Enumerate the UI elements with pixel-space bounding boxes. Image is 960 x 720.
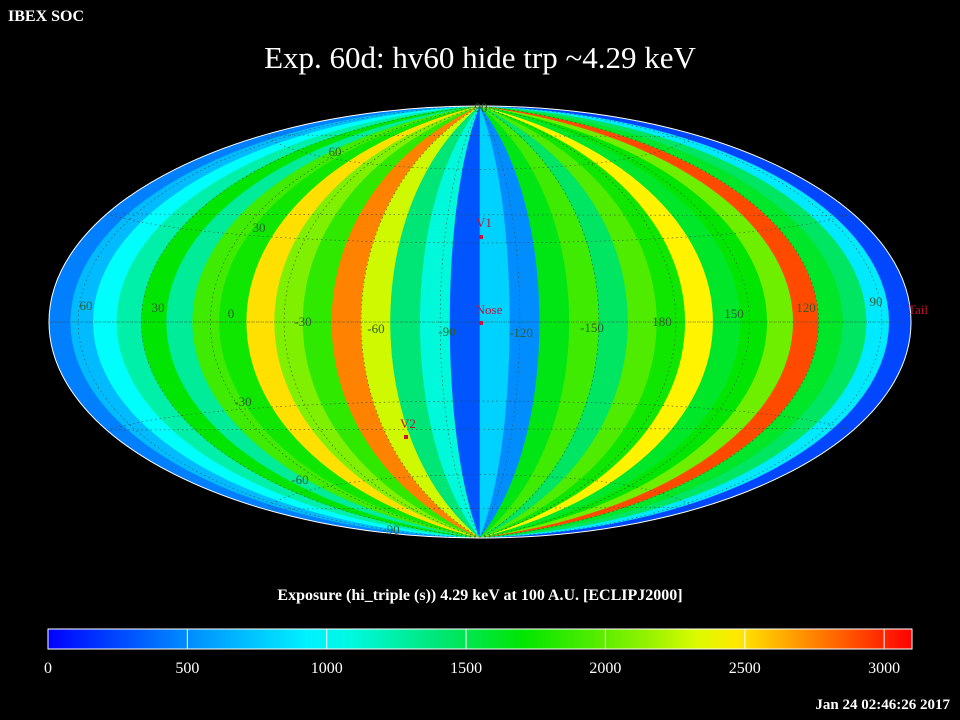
graticule [49,106,904,538]
lon-label: -60 [367,321,384,336]
lat-label: -60 [291,472,308,487]
sky-map: 60 30 0 -30 -60 -90 -120 -150 180 150 120 90 90 60 30 -… [48,100,928,539]
lon-label: 150 [724,306,744,321]
marker-v1 [479,235,483,239]
colorbar-tick-label: 2500 [728,660,761,677]
lat-label: -30 [234,394,251,409]
lon-label: 0 [228,306,235,321]
lat-label: 60 [329,144,342,159]
colorbar-tick-label: 1500 [450,660,483,677]
lat-label: 30 [253,220,266,235]
lon-label: 60 [80,298,93,313]
lon-label: 180 [652,314,672,329]
marker-label-tail: Tail [908,302,928,317]
lon-label: 90 [870,294,883,309]
colorbar-tick-label: 0 [44,660,52,677]
colorbar-title: Exposure (hi_triple (s)) 4.29 keV at 100… [277,587,683,604]
colorbar-tick-label: 1000 [310,660,343,677]
timestamp: Jan 24 02:46:26 2017 [815,697,950,713]
lon-label: -150 [580,320,604,335]
marker-label-v2: V2 [400,416,416,431]
marker-v2 [404,435,408,439]
lon-label: -120 [509,325,533,340]
lon-label: 120 [796,300,816,315]
lon-label: -90 [438,324,455,339]
map-title: Exp. 60d: hv60 hide trp ~4.29 keV [264,40,696,75]
lon-label: -30 [294,314,311,329]
organization-label: IBEX SOC [8,8,85,25]
marker-label-v1: V1 [476,215,492,230]
lat-label: 90 [475,100,488,115]
marker-label-nose: Nose [476,302,503,317]
lon-label: 30 [152,300,165,315]
colorbar-tick-label: 3000 [868,660,901,677]
colorbar-tick-label: 500 [175,660,200,677]
marker-nose [479,321,483,325]
colorbar-tick-label: 2000 [589,660,622,677]
colorbar-gradient [47,628,913,650]
lat-label: -90 [382,522,399,537]
colorbar [47,628,913,650]
